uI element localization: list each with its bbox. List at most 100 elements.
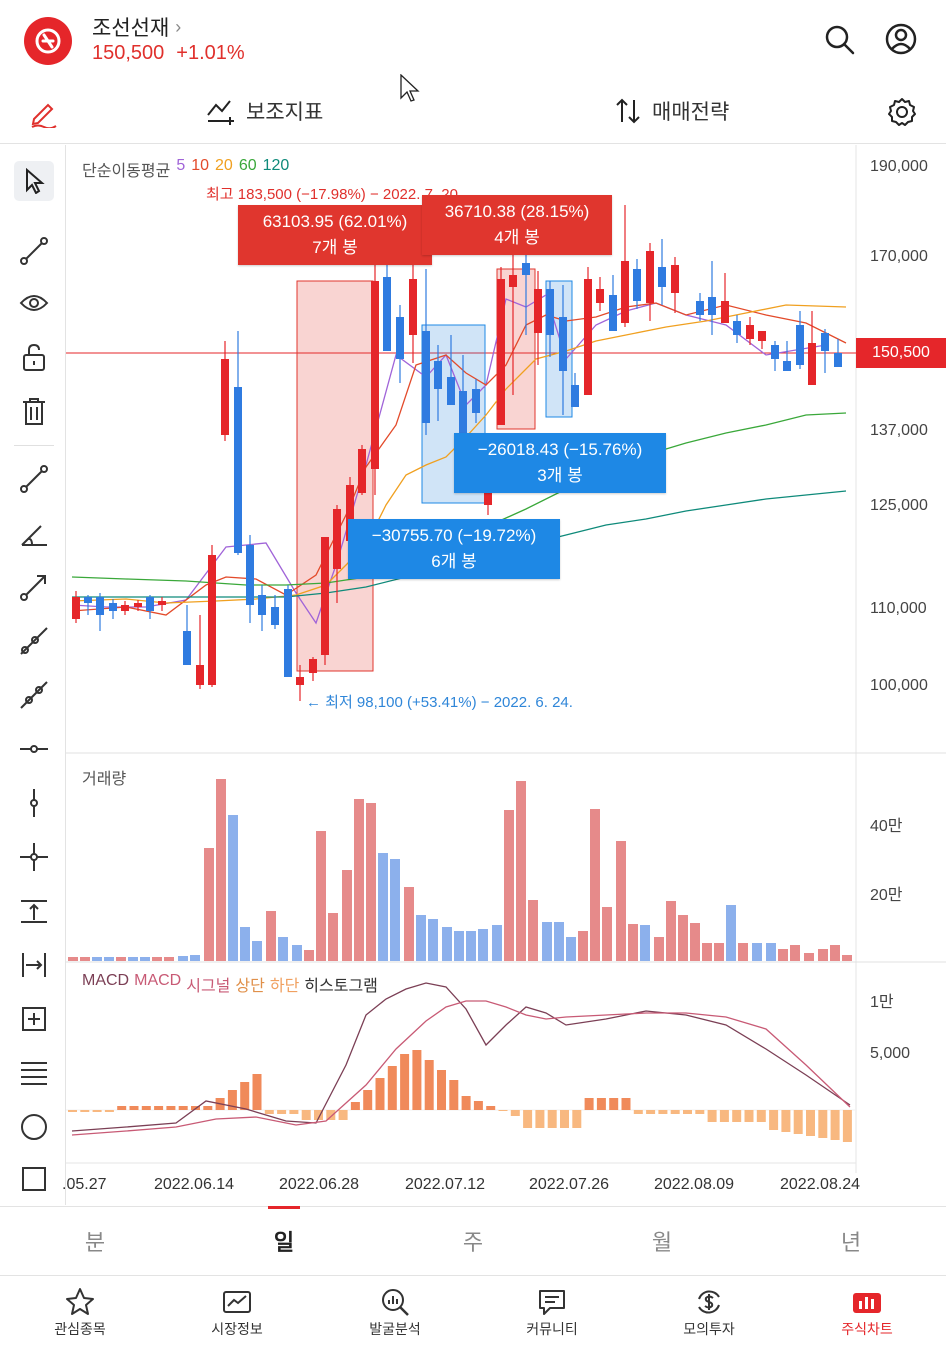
candle-body (422, 331, 430, 423)
tab-week[interactable]: 주 (462, 1230, 484, 1255)
app-logo (24, 17, 72, 65)
macd-histogram-bar (498, 1110, 508, 1111)
macd-histogram-bar (670, 1110, 680, 1114)
macd-histogram-bar (264, 1110, 274, 1114)
trend-line-tool[interactable] (14, 459, 54, 499)
macd-histogram-bar (781, 1110, 791, 1132)
volume-bar (542, 922, 552, 961)
stock-name-link[interactable]: 조선선재 › (92, 12, 181, 42)
price-range-tool[interactable] (14, 891, 54, 931)
account-icon[interactable] (884, 22, 918, 56)
measure-box-2[interactable]: 36710.38 (28.15%) 4개 봉 (422, 195, 612, 255)
measure-4-bars: 6개 봉 (431, 552, 477, 571)
pointer-tool[interactable] (14, 161, 54, 201)
macd-histogram-bar (658, 1110, 668, 1114)
circle-icon (21, 1114, 47, 1140)
price-axis-label: 137,000 (870, 422, 928, 439)
volume-bar (252, 941, 262, 961)
volume-bar (104, 957, 114, 961)
volume-bar (702, 943, 712, 961)
rectangle-tool[interactable] (14, 1159, 54, 1199)
volume-bar (328, 913, 338, 961)
candlestick (158, 597, 166, 611)
price-axis-label: 110,000 (870, 600, 927, 617)
candle-body (158, 601, 166, 605)
strategy-label: 매매전략 (652, 101, 730, 124)
indicators-button[interactable]: 보조지표 (206, 96, 323, 126)
candlestick (333, 505, 341, 603)
candlestick (522, 255, 530, 335)
extended-line-icon (20, 681, 48, 709)
nav-watchlist[interactable]: 관심종목 (25, 1287, 135, 1339)
moving-average-line (71, 302, 847, 616)
volume-bar (240, 927, 250, 961)
ray-tool[interactable] (14, 621, 54, 661)
measure-box-1[interactable]: 63103.95 (62.01%) 7개 봉 (238, 205, 432, 265)
candle-body (146, 597, 154, 611)
ellipse-tool[interactable] (14, 1107, 54, 1147)
macd-histogram-bar (178, 1106, 188, 1110)
range-box-tool[interactable] (14, 999, 54, 1039)
visibility-tool[interactable] (14, 283, 54, 323)
macd-axis-label: 1만 (870, 994, 894, 1011)
candle-body (134, 603, 142, 607)
volume-bar (378, 853, 388, 961)
arrow-line-tool[interactable] (14, 567, 54, 607)
macd-histogram-bar (732, 1110, 742, 1122)
nav-market-info[interactable]: 시장정보 (182, 1287, 292, 1339)
trash-icon (23, 398, 45, 425)
measure-box-3[interactable]: −26018.43 (−15.76%) 3개 봉 (454, 433, 666, 493)
nav-watchlist-label: 관심종목 (54, 1321, 106, 1337)
nav-mock-investment[interactable]: 모의투자 (654, 1287, 764, 1339)
crosshair-tool[interactable] (14, 837, 54, 877)
volume-bar (804, 953, 814, 961)
candlestick (808, 311, 816, 385)
delete-tool[interactable] (14, 391, 54, 431)
angle-tool[interactable] (14, 513, 54, 553)
volume-bar (654, 937, 664, 961)
volume-bar (466, 931, 476, 961)
date-range-tool[interactable] (14, 945, 54, 985)
fibonacci-tool[interactable] (14, 1053, 54, 1093)
nav-stock-chart[interactable]: 주식차트 (812, 1287, 922, 1339)
macd-histogram-bar (437, 1070, 446, 1110)
volume-bar (578, 931, 588, 961)
candlestick (472, 379, 480, 423)
macd-histogram-bar (326, 1110, 336, 1120)
candlestick (821, 329, 829, 373)
horizontal-line-tool[interactable] (14, 729, 54, 769)
tab-minute[interactable]: 분 (84, 1230, 106, 1255)
pencil-draw-icon[interactable] (28, 98, 58, 128)
candle-body (271, 607, 279, 625)
macd-histogram-bar (535, 1110, 545, 1128)
candlestick (696, 293, 704, 321)
search-icon[interactable] (822, 22, 856, 56)
measure-3-value: −26018.43 (−15.76%) (477, 440, 643, 459)
volume-axis-label: 40만 (870, 818, 903, 835)
strategy-button[interactable]: 매매전략 (614, 96, 729, 126)
candle-body (646, 251, 654, 303)
volume-bar (454, 931, 464, 961)
candlestick (358, 445, 366, 495)
measure-box-4[interactable]: −30755.70 (−19.72%) 6개 봉 (348, 519, 560, 579)
lock-tool[interactable] (14, 337, 54, 377)
extended-line-tool[interactable] (14, 675, 54, 715)
candle-body (497, 279, 505, 425)
chart-canvas[interactable] (66, 145, 946, 1205)
nav-discovery[interactable]: 발굴분석 (340, 1287, 450, 1339)
nav-mock-investment-label: 모의투자 (683, 1321, 735, 1337)
price-axis-label: 190,000 (870, 158, 928, 175)
macd-histogram-bar (227, 1090, 237, 1110)
candle-body (559, 317, 567, 371)
volume-bar (528, 900, 538, 961)
tab-year[interactable]: 년 (840, 1230, 862, 1255)
stock-chart[interactable]: 단순이동평균 5 10 20 60 120 최고 183,500 (−17.98… (62, 145, 946, 1205)
macd-histogram-bar (68, 1110, 77, 1112)
gear-icon[interactable] (886, 96, 918, 128)
tab-day[interactable]: 일 (273, 1230, 295, 1255)
tab-month[interactable]: 월 (651, 1230, 673, 1255)
nav-community[interactable]: 커뮤니티 (497, 1287, 607, 1339)
macd-label: MACD (82, 972, 130, 989)
line-segment-tool[interactable] (14, 231, 54, 271)
vertical-line-tool[interactable] (14, 783, 54, 823)
